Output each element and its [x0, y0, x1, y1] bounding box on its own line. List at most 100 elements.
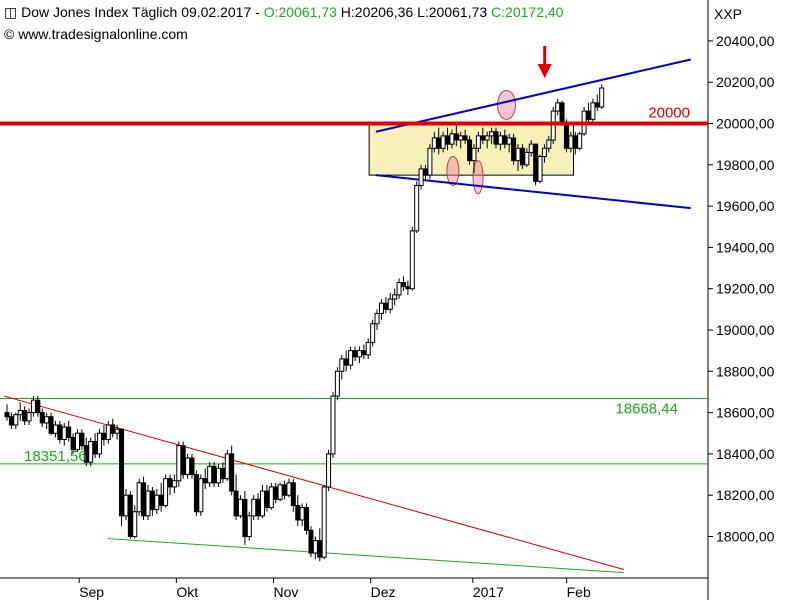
- low-value: L:20061,73: [417, 4, 488, 20]
- candle-up: [215, 467, 221, 484]
- y-tick-label: 19200,00: [716, 281, 775, 297]
- candle-up: [577, 133, 583, 149]
- candle-up: [458, 135, 464, 141]
- candle-down: [594, 102, 600, 108]
- candle-up: [365, 341, 371, 356]
- candle-down: [189, 457, 195, 476]
- candle-down: [480, 135, 486, 141]
- candle-down: [502, 135, 508, 145]
- y-tick-label: 19000,00: [716, 322, 775, 338]
- candle-up: [537, 156, 543, 182]
- header-separator: -: [255, 4, 260, 20]
- candle-up: [489, 131, 495, 137]
- candle-up: [30, 399, 36, 414]
- x-tick-label: Dez: [371, 584, 396, 600]
- candle-up: [326, 453, 332, 488]
- candle-up: [550, 110, 556, 141]
- candle-up: [599, 87, 605, 108]
- candle-up: [13, 414, 19, 426]
- y-tick-label: 19400,00: [716, 239, 775, 255]
- candle-down: [295, 505, 301, 521]
- candle-down: [127, 494, 133, 538]
- candle-down: [559, 102, 565, 124]
- candle-up: [392, 294, 398, 300]
- candle-up: [396, 282, 402, 296]
- candle-up: [356, 350, 362, 358]
- candle-down: [92, 441, 98, 455]
- candle-up: [418, 168, 424, 186]
- candle-down: [352, 350, 358, 358]
- candle-up: [299, 507, 305, 521]
- candle-down: [422, 168, 428, 176]
- trendline-lower-channel: [375, 174, 691, 210]
- candle-up: [321, 486, 327, 558]
- candle-up: [268, 486, 274, 509]
- candle-down: [273, 486, 279, 500]
- candle-down: [264, 490, 270, 509]
- candle-up: [387, 298, 393, 310]
- candle-down: [101, 432, 107, 440]
- arrow-head: [537, 64, 552, 78]
- candle-down: [400, 282, 406, 288]
- candle-down: [453, 133, 459, 141]
- candle-down: [493, 131, 499, 145]
- candle-up: [224, 453, 230, 480]
- candle-up: [132, 511, 138, 538]
- trendline-upper-channel: [375, 58, 691, 133]
- chart-header: ◫ Dow Jones Index Täglich 09.02.2017 - O…: [4, 4, 563, 21]
- candle-up: [414, 184, 420, 232]
- candle-up: [546, 139, 552, 149]
- y-tick-label: 18800,00: [716, 363, 775, 379]
- candle-down: [290, 482, 296, 507]
- candle-down: [141, 482, 147, 517]
- candle-up: [524, 151, 530, 166]
- candle-down: [35, 399, 41, 414]
- candle-up: [506, 137, 512, 145]
- candle-up: [52, 424, 58, 434]
- candle-up: [251, 498, 257, 517]
- x-tick-label: Sep: [79, 584, 104, 600]
- candle-down: [202, 478, 208, 484]
- highlight-ellipse-2: [472, 160, 484, 195]
- candle-down: [149, 490, 155, 511]
- candle-up: [185, 457, 191, 476]
- candle-up: [207, 465, 213, 484]
- candle-up: [334, 370, 340, 397]
- candle-up: [590, 102, 596, 120]
- candle-up: [123, 494, 129, 517]
- candle-up: [409, 230, 415, 290]
- candle-up: [471, 147, 477, 162]
- candle-down: [511, 137, 517, 162]
- level-label-20000: 20000: [648, 105, 690, 122]
- candle-down: [572, 135, 578, 149]
- candle-up: [44, 416, 50, 424]
- x-tick-label: Okt: [176, 584, 198, 600]
- candle-up: [475, 135, 481, 149]
- candle-down: [48, 416, 54, 434]
- candle-down: [22, 410, 28, 422]
- candle-down: [585, 110, 591, 120]
- chart-date: 09.02.2017: [181, 4, 252, 20]
- candle-up: [61, 426, 67, 440]
- candle-up: [330, 395, 336, 455]
- candle-down: [361, 350, 367, 356]
- candle-down: [462, 135, 468, 141]
- y-tick-label: 19800,00: [716, 157, 775, 173]
- level-label-18668: 18668,44: [615, 400, 678, 417]
- level-label-18351: 18351,56: [24, 448, 87, 465]
- chart-window-icon[interactable]: ◫: [4, 4, 18, 20]
- y-tick-label: 18600,00: [716, 405, 775, 421]
- candle-down: [308, 529, 314, 554]
- candle-down: [317, 540, 323, 558]
- candle-up: [88, 441, 94, 463]
- y-tick-label: 20000,00: [716, 116, 775, 132]
- copyright: © www.tradesignalonline.com: [4, 26, 188, 42]
- candle-up: [427, 147, 433, 176]
- symbol-label: XXP: [714, 6, 743, 22]
- candle-down: [220, 467, 226, 480]
- x-tick-label: 2017: [473, 584, 504, 600]
- candle-up: [246, 515, 252, 537]
- candle-down: [193, 474, 199, 513]
